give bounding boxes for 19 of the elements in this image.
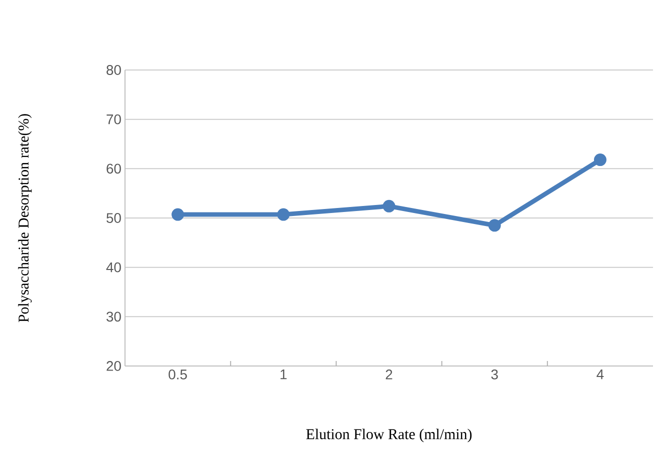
- point: [172, 208, 184, 221]
- point: [488, 219, 501, 232]
- y-tick-label: 30: [106, 312, 121, 322]
- point: [594, 154, 606, 166]
- point: [277, 208, 290, 221]
- y-tick-label: 50: [106, 213, 121, 223]
- x-tick-label: 2: [386, 370, 392, 380]
- x-tick-label: 3: [491, 370, 498, 380]
- y-tick-label: 80: [106, 65, 121, 75]
- x-tick-label: 4: [596, 370, 604, 380]
- y-tick-label: 40: [106, 262, 121, 272]
- y-axis-title: Polysaccharide Desorption rate(%): [18, 114, 32, 322]
- y-tick-label: 20: [106, 361, 121, 371]
- y-tick-label: 70: [106, 114, 121, 124]
- y-tick-label: 60: [106, 164, 121, 174]
- x-tick-label: 0.5: [168, 370, 187, 380]
- x-axis-title: Elution Flow Rate (ml/min): [306, 428, 472, 442]
- point: [382, 200, 396, 212]
- x-tick-label: 1: [280, 370, 287, 380]
